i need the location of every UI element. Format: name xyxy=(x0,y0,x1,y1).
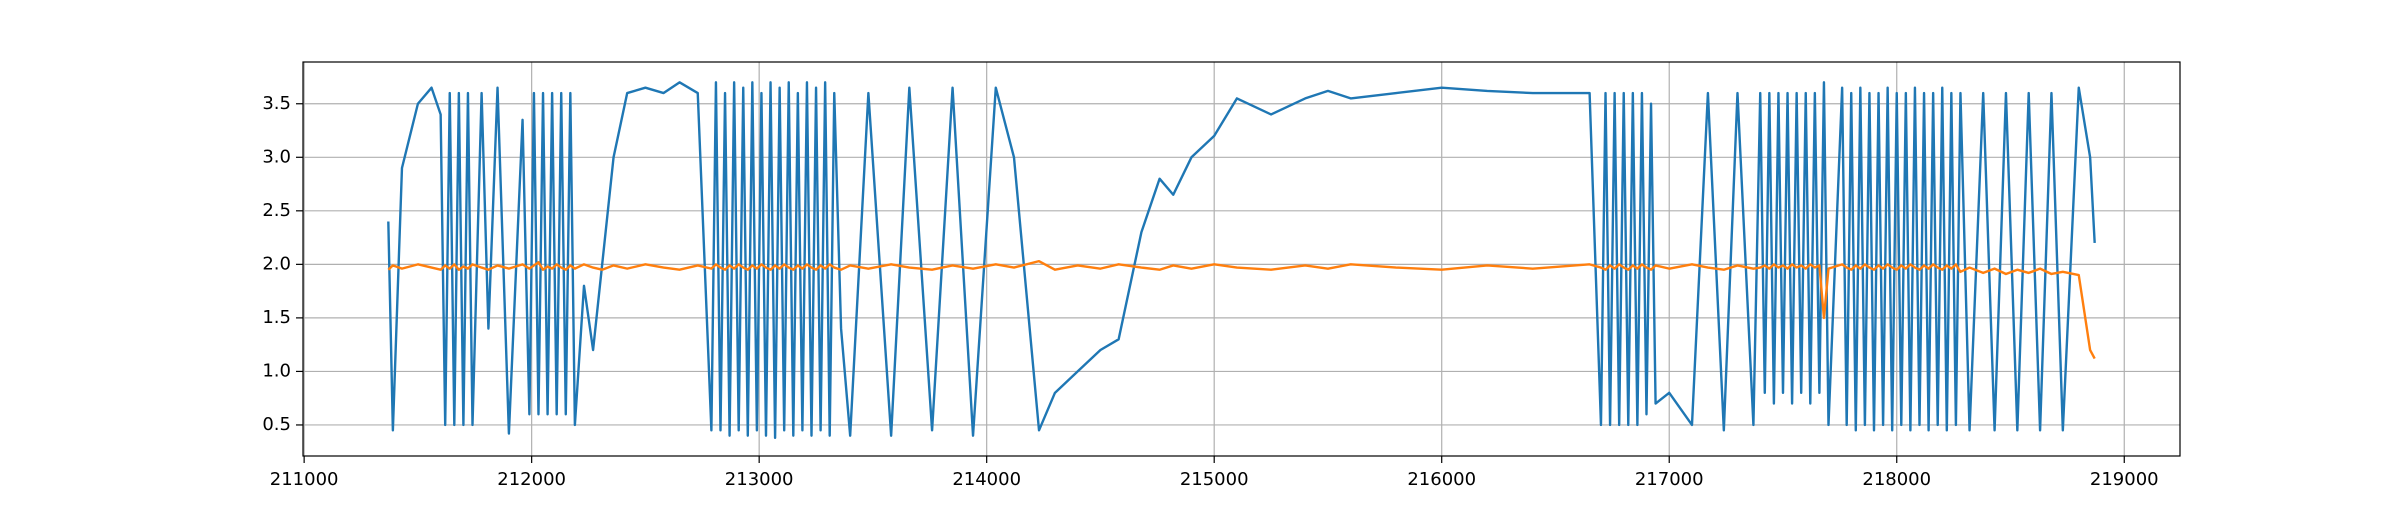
x-tick-label: 215000 xyxy=(1180,469,1249,490)
line-series xyxy=(387,259,2096,360)
y-tick-label: 2.5 xyxy=(262,200,291,221)
x-tick-label: 213000 xyxy=(725,469,794,490)
x-tick-label: 211000 xyxy=(270,469,339,490)
plot-frame xyxy=(302,61,2181,457)
x-tick-label: 214000 xyxy=(952,469,1021,490)
x-tick-label: 217000 xyxy=(1635,469,1704,490)
x-tick-label: 216000 xyxy=(1407,469,1476,490)
y-tick-label: 3.5 xyxy=(262,93,291,114)
y-tick-label: 2.0 xyxy=(262,253,291,274)
x-tick-label: 218000 xyxy=(1862,469,1931,490)
y-tick-label: 1.5 xyxy=(262,307,291,328)
x-tick-label: 219000 xyxy=(2090,469,2159,490)
y-tick-label: 0.5 xyxy=(262,414,291,435)
line-series xyxy=(387,81,2096,439)
y-tick-label: 1.0 xyxy=(262,360,291,381)
y-tick-label: 3.0 xyxy=(262,146,291,167)
x-tick-label: 212000 xyxy=(497,469,566,490)
